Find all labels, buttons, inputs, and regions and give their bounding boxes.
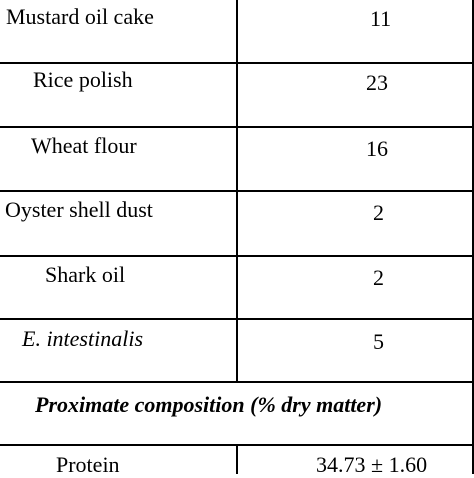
ingredient-cell: Rice polish — [33, 67, 133, 92]
value-cell: 2 — [373, 265, 384, 290]
value-cell: 23 — [366, 70, 388, 95]
column-divider — [236, 444, 238, 474]
right-border — [472, 0, 474, 474]
ingredient-cell: Wheat flour — [31, 133, 137, 158]
protein-value: 34.73 ± 1.60 — [316, 452, 428, 477]
value-cell: 5 — [373, 329, 384, 354]
protein-label: Protein — [56, 452, 120, 477]
value-cell: 16 — [366, 136, 388, 161]
ingredient-cell: Shark oil — [45, 262, 126, 287]
value-cell: 2 — [373, 200, 384, 225]
column-divider — [236, 0, 238, 382]
ingredient-cell: Mustard oil cake — [6, 4, 154, 29]
ingredient-cell: E. intestinalis — [22, 326, 143, 351]
section-header: Proximate composition (% dry matter) — [35, 392, 383, 417]
ingredient-cell: Oyster shell dust — [5, 197, 153, 222]
value-cell: 11 — [370, 6, 392, 31]
